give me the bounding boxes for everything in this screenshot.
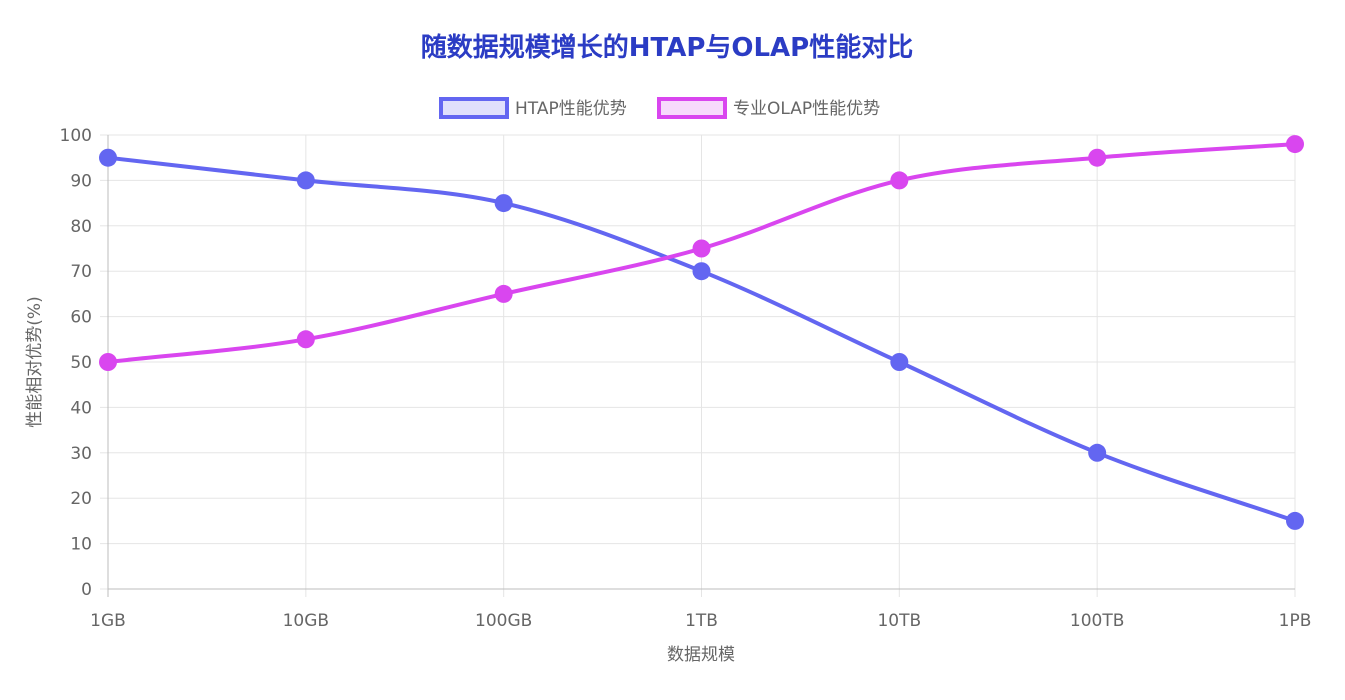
x-tick-label: 1PB <box>1279 611 1312 631</box>
htap-data-point[interactable] <box>99 148 117 167</box>
x-tick-label: 1GB <box>90 611 126 631</box>
series-points <box>99 135 1304 530</box>
htap-data-point[interactable] <box>296 171 315 190</box>
y-tick-label: 100 <box>60 126 92 146</box>
x-tick-label: 1TB <box>685 611 718 631</box>
olap-data-point[interactable] <box>296 330 315 349</box>
x-tick-label: 10TB <box>877 611 921 631</box>
legend-item-olap[interactable]: 专业OLAP性能优势 <box>657 97 880 119</box>
legend: HTAP性能优势 专业OLAP性能优势 <box>439 97 880 119</box>
x-axis-title: 数据规模 <box>667 645 735 665</box>
y-axis-ticks: 0 10 20 30 40 50 60 70 80 90 100 <box>60 126 92 600</box>
legend-label: 专业OLAP性能优势 <box>733 99 880 119</box>
y-tick-label: 70 <box>70 262 92 282</box>
htap-data-point[interactable] <box>494 194 513 213</box>
legend-item-htap[interactable]: HTAP性能优势 <box>439 97 627 119</box>
y-axis-title: 性能相对优势(%) <box>25 296 45 427</box>
x-axis-ticks: 1GB 10GB 100GB 1TB 10TB 100TB 1PB <box>90 611 1311 631</box>
htap-data-point[interactable] <box>1286 511 1304 530</box>
htap-data-point[interactable] <box>692 262 711 281</box>
y-tick-label: 90 <box>70 171 92 191</box>
olap-data-point[interactable] <box>99 353 117 371</box>
htap-data-point[interactable] <box>1088 443 1107 462</box>
y-tick-label: 50 <box>70 353 92 373</box>
y-tick-label: 40 <box>70 398 92 418</box>
olap-data-point[interactable] <box>692 239 711 258</box>
x-tick-label: 100TB <box>1070 611 1125 631</box>
y-tick-label: 60 <box>70 308 92 328</box>
y-tick-label: 10 <box>70 535 92 555</box>
x-tick-label: 10GB <box>283 611 329 631</box>
legend-swatch <box>657 97 727 119</box>
olap-data-point[interactable] <box>1286 135 1304 154</box>
y-tick-label: 30 <box>70 444 92 464</box>
y-tick-label: 80 <box>70 217 92 237</box>
gridlines <box>100 134 1296 597</box>
olap-data-point[interactable] <box>494 284 513 303</box>
x-tick-label: 100GB <box>475 611 532 631</box>
y-tick-label: 0 <box>81 580 92 600</box>
legend-swatch <box>439 97 509 119</box>
y-tick-label: 20 <box>70 489 92 509</box>
legend-label: HTAP性能优势 <box>515 99 627 119</box>
htap-data-point[interactable] <box>890 353 909 371</box>
olap-data-point[interactable] <box>1088 148 1107 167</box>
olap-data-point[interactable] <box>890 171 909 190</box>
chart-title: 随数据规模增长的HTAP与OLAP性能对比 <box>421 32 914 63</box>
